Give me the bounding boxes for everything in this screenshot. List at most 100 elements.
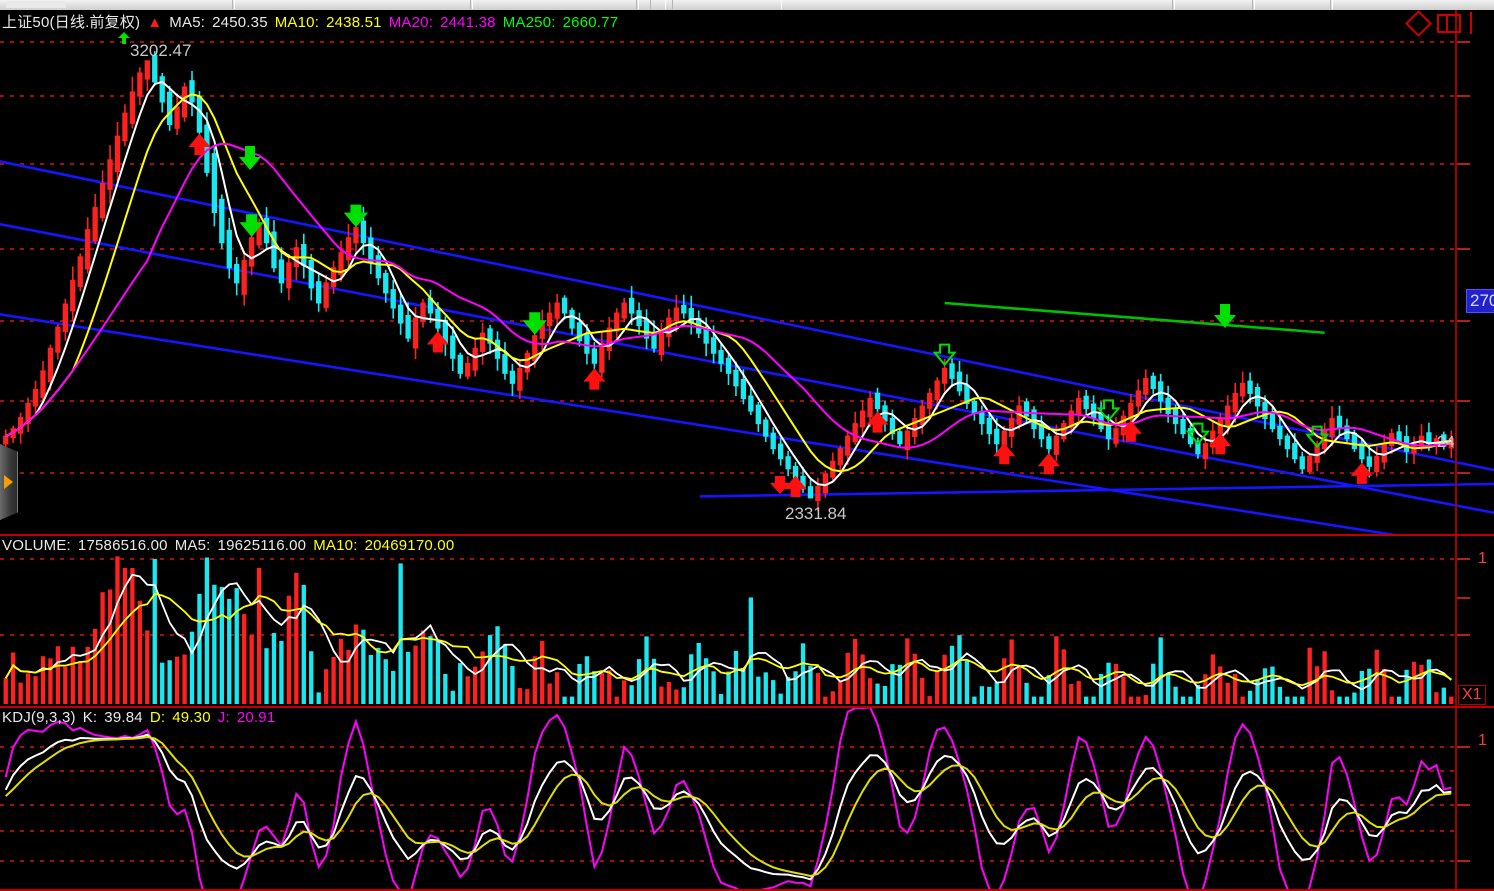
ma20-label: MA20: <box>388 14 434 31</box>
volume-bar <box>584 656 590 704</box>
volume-bar <box>607 670 612 704</box>
kdj-right-axis <box>1455 708 1457 891</box>
volume-bar <box>614 696 619 704</box>
ma5-label: MA5: <box>169 14 206 31</box>
volume-bar <box>458 663 463 704</box>
kdj-j-label: J: <box>217 709 230 726</box>
volume-right-axis <box>1455 536 1457 708</box>
price-chart-pane[interactable]: 3202.47 2331.84 24 270 <box>0 10 1494 536</box>
toolbar-group-1[interactable] <box>650 0 666 9</box>
volume-bar <box>70 646 75 704</box>
volume-bar <box>629 685 634 704</box>
chart-low-label: 2331.84 <box>785 504 847 523</box>
volume-bar <box>1180 696 1186 704</box>
volume-bar <box>107 589 113 704</box>
volume-bar <box>398 563 403 704</box>
volume-bar <box>256 567 262 704</box>
buy-signal-arrow <box>1119 420 1142 442</box>
volume-bar <box>167 660 172 704</box>
volume-bar <box>651 658 657 704</box>
ma10-line <box>5 93 1452 473</box>
kdj-chart-canvas[interactable] <box>0 708 1494 891</box>
volume-bar <box>838 680 843 704</box>
toolbar-active-button[interactable] <box>6 1 66 8</box>
volume-bar <box>696 642 701 704</box>
volume-bar <box>726 671 731 704</box>
volume-bar <box>927 696 932 704</box>
ma20-value: 2441.38 <box>440 14 496 31</box>
volume-bar <box>242 614 247 704</box>
volume-bar <box>294 572 299 704</box>
volume-bar <box>1441 687 1446 704</box>
volume-bar <box>1173 686 1178 704</box>
chart-window-controls[interactable] <box>1405 9 1472 37</box>
volume-bar <box>405 651 411 704</box>
price-chart-canvas[interactable] <box>0 10 1494 536</box>
volume-bar <box>964 660 970 704</box>
volume-bar <box>1270 666 1275 704</box>
volume-title: VOLUME: <box>2 537 71 554</box>
volume-scale-tag[interactable]: X1 <box>1458 685 1486 705</box>
volume-ma10-label: MA10: <box>313 537 358 554</box>
volume-bar <box>1054 636 1059 704</box>
window-divider-icon <box>1470 12 1472 34</box>
symbol-name[interactable]: 上证50(日线.前复权) <box>2 14 141 31</box>
volume-bar <box>182 654 187 704</box>
buy-signal-arrow <box>1350 462 1373 484</box>
ma5-value: 2450.35 <box>212 14 268 31</box>
sidebar-expander-button[interactable] <box>0 444 18 520</box>
volume-bar <box>1285 696 1290 704</box>
volume-bar <box>1292 696 1297 704</box>
toolbar-separator-6 <box>1330 0 1333 9</box>
price-pane-header: 上证50(日线.前复权) ▲ MA5: 2450.35 MA10: 2438.51 MA20… <box>2 11 625 32</box>
toolbar-group-2[interactable] <box>672 0 782 9</box>
volume-bar <box>622 680 627 704</box>
volume-bar <box>547 683 552 704</box>
buy-signal-arrow <box>866 411 889 433</box>
volume-chart-pane[interactable]: 1 X1 <box>0 536 1494 708</box>
volume-bar <box>137 600 143 704</box>
volume-gridlines <box>0 558 1455 636</box>
chart-high-label: 3202.47 <box>130 41 192 60</box>
volume-chart-canvas[interactable] <box>0 536 1494 708</box>
volume-bar <box>666 681 672 704</box>
volume-bar <box>1061 649 1066 704</box>
volume-bar <box>1031 696 1037 704</box>
volume-bar <box>1091 696 1096 704</box>
volume-bar <box>309 651 314 704</box>
volume-bar <box>741 667 746 704</box>
price-axis-ticks <box>1457 41 1470 474</box>
kdj-pane-header: KDJ(9,3,3) K: 39.84 D: 49.30 J: 20.91 <box>2 709 282 726</box>
volume-bar <box>1151 663 1156 704</box>
kdj-k-value: 39.84 <box>104 709 143 726</box>
buy-signal-arrow <box>1209 432 1232 455</box>
volume-bar <box>562 696 567 704</box>
volume-bar <box>890 664 895 704</box>
sell-signal-arrow <box>932 343 957 367</box>
volume-bar <box>331 656 336 704</box>
kdj-chart-pane[interactable]: 1 <box>0 708 1494 891</box>
diamond-icon[interactable] <box>1405 9 1432 37</box>
split-window-icon[interactable] <box>1437 13 1461 33</box>
volume-ma5-line <box>4 573 1452 691</box>
volume-axis-top-value: 1 <box>1478 550 1487 567</box>
buy-signal-arrow <box>583 368 606 390</box>
volume-bar <box>227 598 232 704</box>
right-axis-price-tag[interactable]: 270 <box>1466 289 1494 313</box>
volume-ma10-line <box>4 593 1452 687</box>
volume-bar <box>1106 662 1111 704</box>
volume-bar <box>152 558 157 704</box>
buy-signal-arrow <box>426 331 449 353</box>
volume-bar <box>525 689 530 704</box>
volume-bar <box>249 635 254 704</box>
channel-line-2 <box>0 312 1410 536</box>
volume-bar <box>1076 681 1081 704</box>
volume-bar <box>510 665 515 704</box>
volume-bar <box>1039 696 1044 704</box>
volume-bar <box>577 663 582 704</box>
volume-bar <box>1113 663 1119 704</box>
volume-bar <box>815 673 821 704</box>
volume-bars-group <box>3 556 1454 704</box>
volume-bar <box>1277 686 1283 704</box>
